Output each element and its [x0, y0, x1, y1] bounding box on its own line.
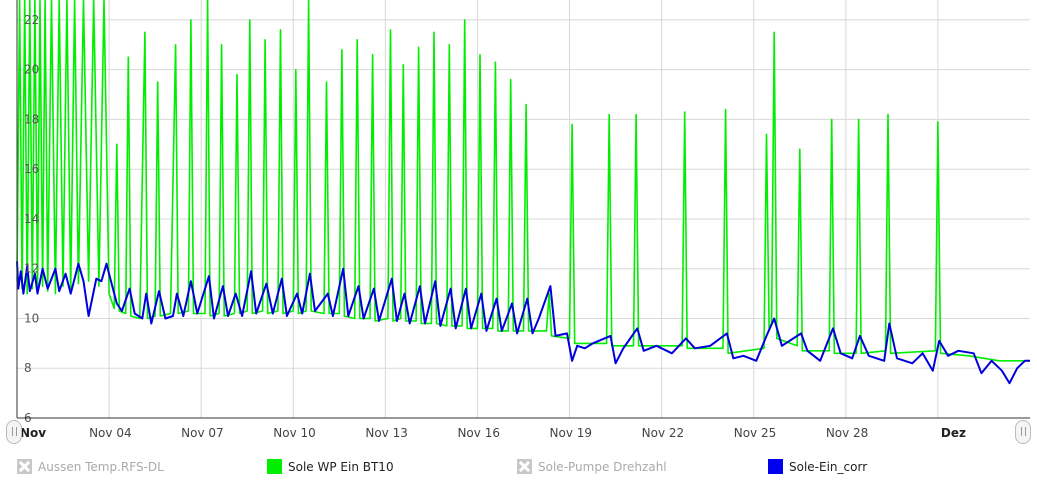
x-tick-label: Nov 04: [89, 426, 132, 440]
series-layer: [16, 0, 1030, 385]
legend-item-sole-wp-ein[interactable]: Sole WP Ein BT10: [267, 459, 394, 474]
y-tick-label: 22: [24, 13, 39, 27]
legend: Aussen Temp.RFS-DL Sole WP Ein BT10 Sole…: [0, 459, 1037, 481]
y-tick-label: 12: [24, 262, 39, 276]
x-tick-label: Nov 28: [826, 426, 869, 440]
disabled-x-icon: [517, 459, 532, 474]
x-tick-label: Dez: [941, 426, 966, 440]
x-tick-label: Nov 25: [734, 426, 777, 440]
legend-swatch: [768, 459, 783, 474]
x-tick-label: Nov 10: [273, 426, 316, 440]
legend-label: Sole WP Ein BT10: [288, 459, 394, 474]
y-tick-label: 8: [24, 361, 32, 375]
range-handle-left[interactable]: [6, 420, 22, 444]
x-tick-label: Nov 16: [457, 426, 500, 440]
y-tick-label: 16: [24, 162, 39, 176]
x-tick-label: Nov: [20, 426, 46, 440]
x-tick-label: Nov 19: [550, 426, 593, 440]
y-tick-label: 18: [24, 112, 39, 126]
series-line-sole-ein-corr: [16, 261, 1030, 385]
legend-swatch: [267, 459, 282, 474]
legend-label: Aussen Temp.RFS-DL: [38, 459, 164, 474]
y-tick-label: 10: [24, 311, 39, 325]
range-handle-right[interactable]: [1015, 420, 1031, 444]
x-tick-label: Nov 22: [642, 426, 685, 440]
disabled-x-icon: [17, 459, 32, 474]
legend-item-sole-pumpe[interactable]: Sole-Pumpe Drehzahl: [517, 459, 667, 474]
legend-label: Sole-Ein_corr: [789, 459, 868, 474]
y-tick-label: 14: [24, 212, 39, 226]
grid-layer: [16, 0, 1030, 419]
legend-label: Sole-Pumpe Drehzahl: [538, 459, 667, 474]
series-line-sole-wp-ein-bt10: [16, 0, 1030, 362]
x-axis: Nov Nov 04 Nov 07 Nov 10 Nov 13 Nov 16 Nov 19 N…: [17, 417, 1030, 440]
x-tick-label: Nov 13: [365, 426, 408, 440]
y-tick-label: 20: [24, 63, 39, 77]
legend-item-sole-ein-corr[interactable]: Sole-Ein_corr: [768, 459, 867, 474]
legend-item-aussen-temp[interactable]: Aussen Temp.RFS-DL: [17, 459, 164, 474]
x-tick-label: Nov 07: [181, 426, 224, 440]
